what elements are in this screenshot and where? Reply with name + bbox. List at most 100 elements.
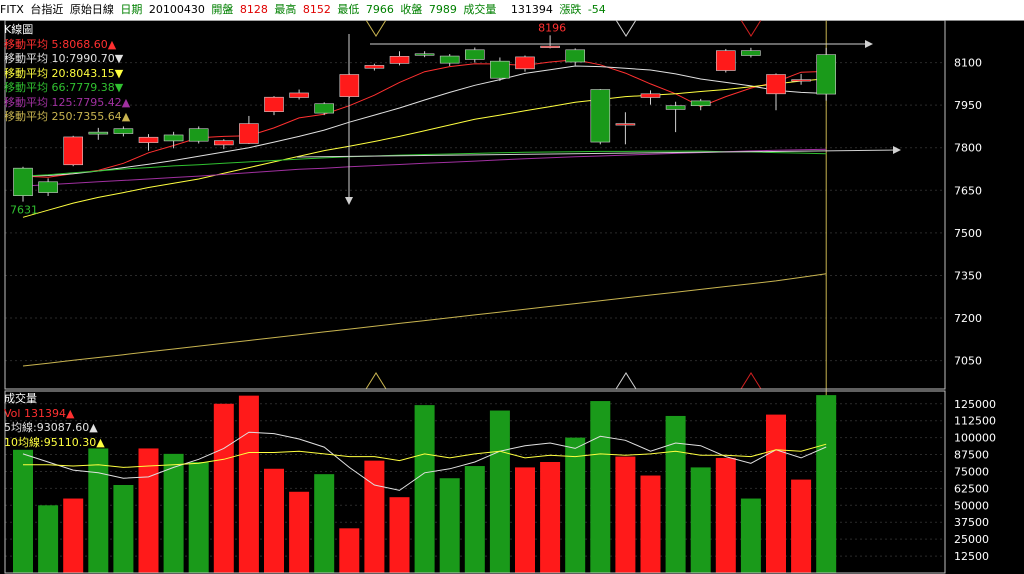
arrow-head xyxy=(893,146,901,154)
volume-tick-label: 50000 xyxy=(954,499,989,512)
candle-body xyxy=(188,128,209,142)
legend-item: Vol 131394▲ xyxy=(4,407,105,422)
chart-mode: 原始日線 xyxy=(69,3,114,16)
candlesticks xyxy=(13,35,837,202)
price-tick-label: 7950 xyxy=(954,99,982,112)
volume-tick-label: 100000 xyxy=(954,432,996,445)
candle-body xyxy=(88,131,109,135)
legend-text: Vol 131394 xyxy=(4,406,66,420)
volume-bar xyxy=(740,498,761,573)
bottom-triangle-marker xyxy=(740,372,762,390)
trend-arrow-icon: ▼ xyxy=(114,66,124,80)
high-marker-label: 8196 xyxy=(538,21,566,34)
candle-body xyxy=(138,136,159,143)
quote-header: FITX 台指近 原始日線 日期 20100430 開盤 8128 最高 815… xyxy=(0,0,1024,21)
volume-tick-label: 12500 xyxy=(954,550,989,563)
candle-body xyxy=(715,50,736,71)
volume-bar xyxy=(715,457,736,573)
price-tick-label: 7500 xyxy=(954,227,982,240)
price-axis-ticks: 8100 7950 7800 7650 7500 7350 7200 7050 xyxy=(954,57,982,368)
volume-bar xyxy=(364,460,385,573)
trend-arrow-icon: ▼ xyxy=(114,81,124,94)
price-tick-label: 8100 xyxy=(954,57,982,70)
volume-bar xyxy=(816,395,837,573)
change-label: 漲跌 xyxy=(559,3,582,16)
legend-item: 移動平均 250:7355.64▲ xyxy=(4,110,130,125)
volume-panel-title: 成交量 xyxy=(4,392,37,405)
volume-bar xyxy=(690,467,711,573)
volume-bar xyxy=(389,497,410,573)
candle-body xyxy=(214,140,234,146)
price-panel-title: K線圖 xyxy=(4,23,34,36)
ma-5-line xyxy=(22,59,827,178)
volume-bar xyxy=(63,498,84,573)
volume-bars xyxy=(13,395,837,573)
candle-body xyxy=(490,60,510,79)
trend-arrow-icon: ▲ xyxy=(121,95,131,109)
volume-bar xyxy=(766,414,786,573)
price-tick-label: 7350 xyxy=(954,269,982,282)
top-triangle-marker xyxy=(365,20,387,37)
volume-bar xyxy=(314,474,335,573)
candle-body xyxy=(515,56,535,70)
top-triangle-marker xyxy=(740,20,762,37)
symbol: FITX xyxy=(0,3,24,16)
volume-bar xyxy=(163,453,184,573)
high-value: 8152 xyxy=(302,3,331,16)
candle-body xyxy=(364,65,385,69)
volume-bar xyxy=(590,401,611,573)
volume-average-lines xyxy=(22,431,827,491)
candle-body xyxy=(640,93,661,98)
volume-bar xyxy=(791,479,812,573)
volume-bar xyxy=(489,410,510,573)
volume-bar xyxy=(238,395,259,573)
volume-tick-label: 112500 xyxy=(954,415,996,428)
candle-body xyxy=(464,49,485,60)
candle-body xyxy=(264,96,284,112)
panel-frame xyxy=(4,20,946,574)
candle-body xyxy=(13,167,33,197)
change-value: -54 xyxy=(587,3,606,16)
ma-66-line xyxy=(22,150,827,177)
drawn-support-line xyxy=(296,149,897,158)
legend-text: 移動平均 20:8043.15 xyxy=(4,66,115,80)
low-label: 最低 xyxy=(337,3,360,16)
high-label: 最高 xyxy=(274,3,297,16)
drawn-annotations xyxy=(296,20,901,390)
volume-tick-label: 62500 xyxy=(954,482,989,495)
close-label: 收盤 xyxy=(400,3,423,16)
volume-tick-label: 37500 xyxy=(954,516,989,529)
volume-label: 成交量 xyxy=(463,3,497,16)
candle-body xyxy=(816,54,837,95)
date-label: 日期 xyxy=(120,3,143,16)
legend-text: 移動平均 5:8068.60 xyxy=(4,37,108,51)
trend-arrow-icon: ▼ xyxy=(114,52,124,65)
candle-body xyxy=(389,56,410,64)
legend-item: 移動平均 20:8043.15▼ xyxy=(4,67,130,82)
volume-bar xyxy=(38,505,59,573)
legend-item: 移動平均 10:7990.70▼ xyxy=(4,52,130,67)
candle-body xyxy=(289,92,309,98)
volume-bar xyxy=(113,485,134,573)
volume-bar xyxy=(13,449,33,573)
candle-body xyxy=(439,55,460,64)
legend-text: 移動平均 66:7779.38 xyxy=(4,81,115,94)
instrument-name: 台指近 xyxy=(30,3,64,16)
ma-20-line xyxy=(22,78,827,218)
candle-body xyxy=(314,103,335,114)
volume-legend: 成交量 Vol 131394▲ 5均線:93087.60▲ 10均線:95110.3… xyxy=(4,392,105,449)
legend-text: 移動平均 125:7795.42 xyxy=(4,95,122,109)
ma-250-line xyxy=(22,273,827,367)
volume-bar xyxy=(213,403,234,573)
legend-item: 移動平均 66:7779.38▼ xyxy=(4,81,130,96)
candle-body xyxy=(766,74,786,95)
volume-bar xyxy=(640,475,661,573)
trend-arrow-icon: ▲ xyxy=(65,406,75,420)
volume-bar xyxy=(339,528,360,573)
date-value: 20100430 xyxy=(148,3,205,16)
volume-tick-label: 75000 xyxy=(954,465,989,478)
volume-tick-label: 25000 xyxy=(954,533,989,546)
close-value: 7989 xyxy=(428,3,457,16)
volume-bar xyxy=(515,467,535,573)
